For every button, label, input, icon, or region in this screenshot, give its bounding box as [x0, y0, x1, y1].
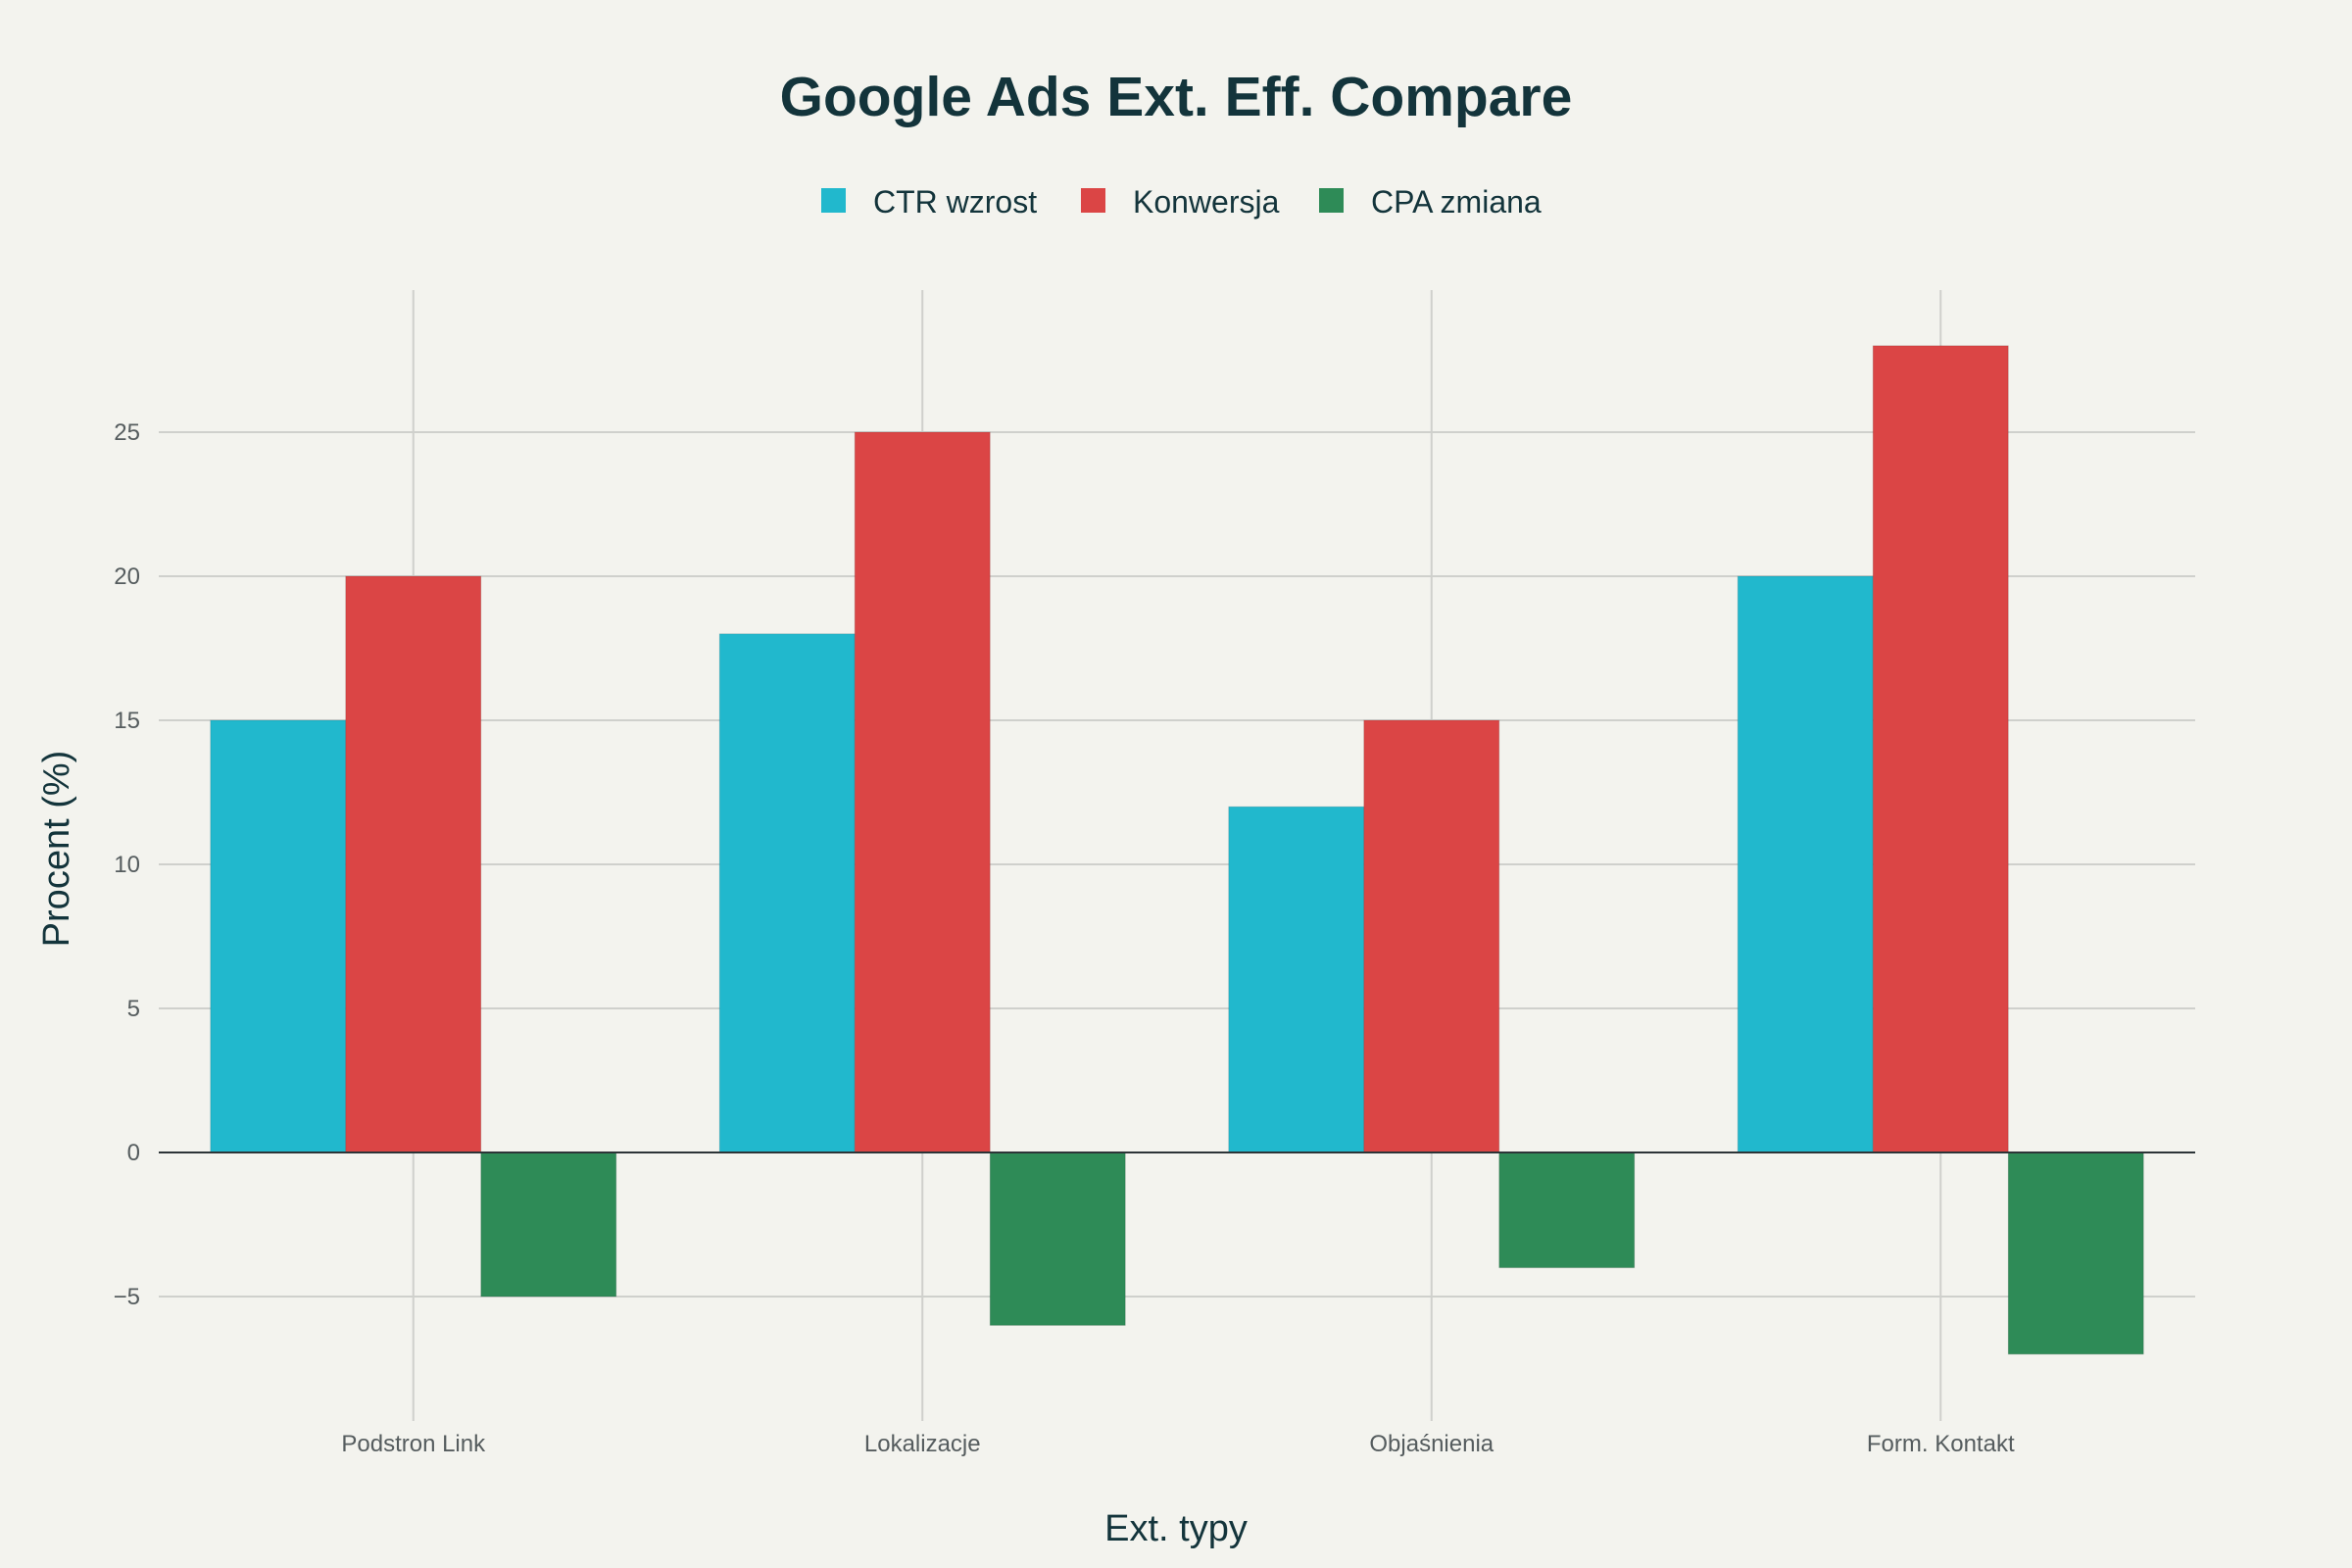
- bar-cpa-zmiana[interactable]: [989, 1152, 1126, 1326]
- y-tick-label: −5: [114, 1284, 140, 1310]
- bar-konwersja[interactable]: [1363, 719, 1500, 1153]
- y-tick-label: 25: [114, 419, 140, 446]
- x-axis-title: Ext. typy: [1104, 1508, 1248, 1549]
- gridlines: [159, 290, 2195, 1421]
- axes: −5 0 5 10 15 20 25 Podstron Link Lokalizacje Obja…: [114, 419, 2195, 1457]
- legend-swatch: [1319, 188, 1344, 213]
- y-tick-label: 15: [114, 708, 140, 734]
- y-axis-title: Procent (%): [36, 751, 77, 948]
- bar-konwersja[interactable]: [345, 575, 482, 1153]
- x-tick-label: Form. Kontakt: [1867, 1431, 2015, 1457]
- legend-swatch: [821, 188, 846, 213]
- legend-swatch: [1081, 188, 1105, 213]
- y-tick-label: 5: [127, 996, 140, 1022]
- legend-label[interactable]: Konwersja: [1133, 184, 1280, 220]
- bar-konwersja[interactable]: [1872, 345, 2009, 1153]
- bar-ctr-wzrost[interactable]: [1228, 806, 1365, 1153]
- chart-title: Google Ads Ext. Eff. Compare: [780, 66, 1573, 128]
- legend-label[interactable]: CPA zmiana: [1371, 184, 1542, 220]
- x-tick-label: Lokalizacje: [864, 1431, 981, 1457]
- x-tick-label: Podstron Link: [341, 1431, 486, 1457]
- y-tick-label: 0: [127, 1140, 140, 1166]
- x-tick-label: Objaśnienia: [1369, 1431, 1494, 1457]
- bar-cpa-zmiana[interactable]: [2007, 1152, 2144, 1355]
- bar-cpa-zmiana[interactable]: [480, 1152, 617, 1298]
- bar-ctr-wzrost[interactable]: [718, 633, 856, 1153]
- bars: [210, 345, 2144, 1355]
- y-tick-label: 20: [114, 564, 140, 590]
- bar-ctr-wzrost[interactable]: [210, 719, 347, 1153]
- bar-konwersja[interactable]: [854, 431, 991, 1153]
- bar-ctr-wzrost[interactable]: [1737, 575, 1874, 1153]
- legend: CTR wzrost Konwersja CPA zmiana: [821, 184, 1542, 220]
- legend-label[interactable]: CTR wzrost: [873, 184, 1037, 220]
- bar-cpa-zmiana[interactable]: [1498, 1152, 1636, 1269]
- y-tick-label: 10: [114, 852, 140, 878]
